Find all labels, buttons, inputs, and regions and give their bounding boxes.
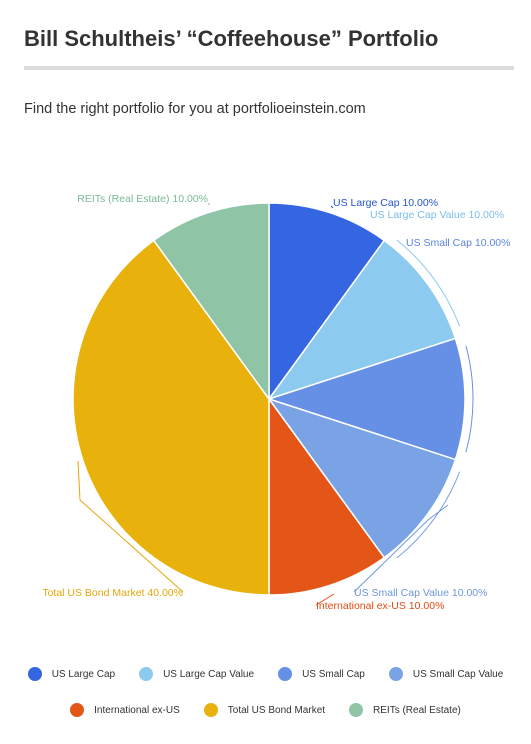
- legend-swatch: [388, 667, 403, 681]
- data-label: US Large Cap 10.00%: [333, 197, 438, 209]
- legend-swatch: [27, 667, 42, 681]
- data-label: US Small Cap Value 10.00%: [354, 587, 487, 599]
- data-label: US Small Cap 10.00%: [406, 237, 510, 249]
- pie-slice-us-small-cap[interactable]: [266, 337, 466, 461]
- data-labels: US Large Cap 10.00%US Large Cap Value 10…: [42, 193, 510, 612]
- pie-slice-total-us-bond-market[interactable]: [72, 239, 270, 596]
- legend-label: US Small Cap Value: [412, 668, 504, 680]
- pie-slice-international-ex-us[interactable]: [268, 396, 386, 596]
- legend-label: US Large Cap: [51, 668, 116, 680]
- legend-item-us-small-cap[interactable]: US Small Cap: [278, 667, 365, 681]
- legend-swatch: [203, 703, 218, 717]
- data-label: International ex-US 10.00%: [316, 600, 444, 612]
- legend-item-reits[interactable]: REITs (Real Estate): [349, 703, 461, 717]
- legend-swatch: [139, 667, 154, 681]
- legend-item-us-small-cap-value[interactable]: US Small Cap Value: [388, 667, 504, 681]
- pie-slices: [72, 202, 466, 596]
- legend-swatch: [70, 703, 85, 717]
- legend-label: REITs (Real Estate): [373, 704, 461, 716]
- legend-row-2: International ex-US Total US Bond Market…: [0, 700, 531, 720]
- label-leaders: [77, 203, 474, 606]
- slice-leader-arc: [396, 239, 461, 327]
- title-divider: [24, 66, 514, 70]
- label-leader-line: [77, 460, 184, 593]
- legend-item-us-large-cap[interactable]: US Large Cap: [27, 667, 116, 681]
- pie-slice-us-large-cap-value[interactable]: [267, 239, 457, 401]
- label-leader-line: [330, 205, 334, 209]
- chart-subtitle: Find the right portfolio for you at port…: [24, 101, 366, 117]
- legend-item-international-ex-us[interactable]: International ex-US: [70, 703, 180, 717]
- slice-leader-arc: [396, 471, 461, 559]
- data-label: Total US Bond Market 40.00%: [42, 587, 183, 599]
- pie-slice-us-large-cap[interactable]: [268, 202, 386, 402]
- slice-leader-arc: [465, 345, 474, 453]
- legend-swatch: [278, 667, 293, 681]
- legend: US Large Cap US Large Cap Value US Small…: [0, 664, 531, 736]
- chart-title: Bill Schultheis’ “Coffeehouse” Portfolio: [24, 26, 439, 51]
- legend-label: Total US Bond Market: [227, 704, 326, 716]
- pie-chart: US Large Cap 10.00%US Large Cap Value 10…: [42, 193, 510, 612]
- label-leader-line: [353, 504, 449, 593]
- label-leader-line: [315, 593, 335, 606]
- pie-slice-us-small-cap-value[interactable]: [267, 397, 457, 559]
- legend-swatch: [349, 703, 364, 717]
- data-label: US Large Cap Value 10.00%: [370, 209, 504, 221]
- legend-row-1: US Large Cap US Large Cap Value US Small…: [0, 664, 531, 684]
- legend-item-us-large-cap-value[interactable]: US Large Cap Value: [139, 667, 254, 681]
- legend-item-total-us-bond-market[interactable]: Total US Bond Market: [203, 703, 326, 717]
- legend-label: US Large Cap Value: [163, 668, 255, 680]
- data-label: REITs (Real Estate) 10.00%: [77, 193, 208, 205]
- legend-label: US Small Cap: [302, 668, 365, 680]
- pie-slice-reits-real-estate[interactable]: [152, 202, 270, 402]
- legend-label: International ex-US: [94, 704, 180, 716]
